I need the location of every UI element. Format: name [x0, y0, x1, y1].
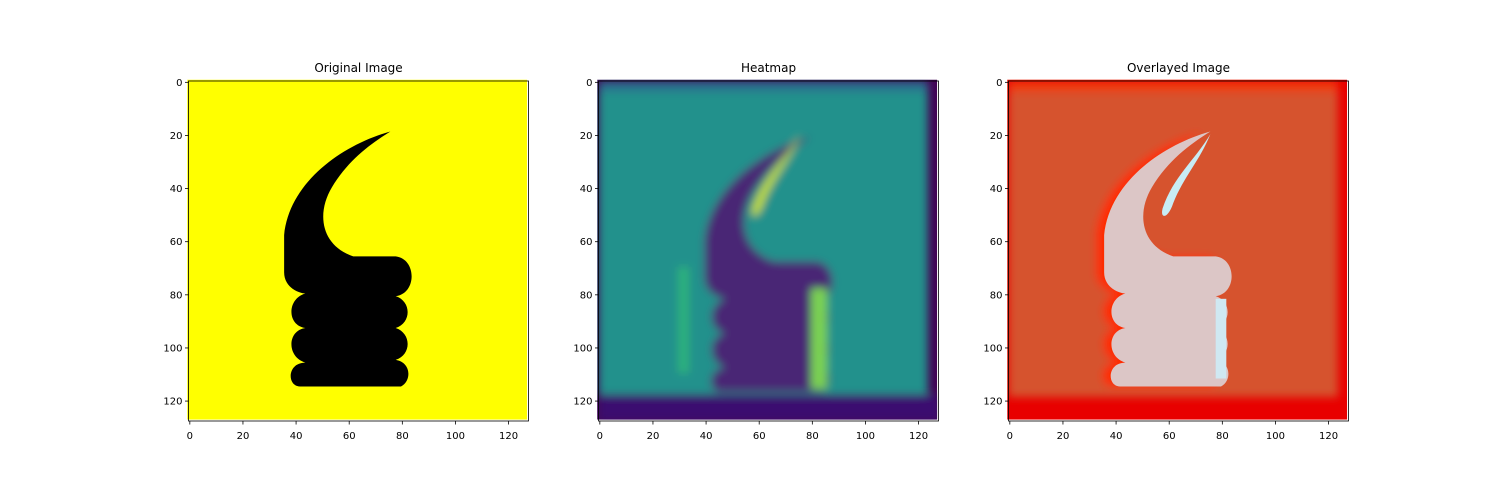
image	[1007, 79, 1348, 420]
axes-frame	[1008, 80, 1349, 422]
y-tick-label: 0	[996, 78, 1002, 89]
x-tick-label: 60	[1163, 431, 1176, 442]
axes-title: Overlayed Image	[1127, 61, 1230, 75]
y-tick-label: 100	[163, 343, 182, 354]
image-shape	[704, 136, 833, 392]
y-tick-label: 100	[573, 343, 592, 354]
image-highlight	[811, 288, 827, 390]
y-tick-label: 80	[580, 290, 593, 301]
x-tick-label: 20	[237, 431, 250, 442]
axes-title: Heatmap	[741, 61, 796, 75]
x-tick-label: 20	[1057, 431, 1070, 442]
x-tick-label: 120	[1319, 431, 1338, 442]
x-tick-label: 100	[856, 431, 875, 442]
y-tick-label: 120	[573, 397, 592, 408]
y-tick-label: 40	[170, 184, 183, 195]
x-tick-label: 80	[1216, 431, 1229, 442]
x-tick-label: 120	[909, 431, 928, 442]
image-blur	[598, 81, 938, 420]
y-tick-label: 20	[580, 131, 593, 142]
x-tick-label: 120	[499, 431, 518, 442]
x-tick-label: 100	[1266, 431, 1285, 442]
y-tick-label: 80	[170, 290, 183, 301]
y-tick-label: 60	[990, 237, 1003, 248]
y-tick-label: 40	[990, 184, 1003, 195]
image-shape	[1104, 131, 1232, 387]
y-tick-label: 20	[990, 131, 1003, 142]
x-tick-label: 0	[597, 431, 603, 442]
x-tick-label: 60	[753, 431, 766, 442]
x-tick-label: 40	[1110, 431, 1123, 442]
y-tick-label: 120	[163, 397, 182, 408]
image-highlight	[1162, 134, 1211, 216]
image	[187, 79, 528, 420]
x-tick-label: 40	[700, 431, 713, 442]
image-band	[598, 81, 928, 92]
image	[597, 79, 938, 420]
x-tick-label: 0	[1007, 431, 1013, 442]
axes-title: Original Image	[314, 61, 402, 75]
x-tick-label: 80	[396, 431, 409, 442]
x-tick-label: 60	[343, 431, 356, 442]
image-band	[1008, 81, 1338, 92]
y-tick-label: 20	[170, 131, 183, 142]
y-tick-label: 0	[586, 78, 592, 89]
x-tick-label: 40	[290, 431, 303, 442]
y-tick-label: 60	[170, 237, 183, 248]
image-highlight	[1215, 298, 1227, 379]
x-tick-label: 80	[806, 431, 819, 442]
y-tick-label: 40	[580, 184, 593, 195]
x-tick-label: 0	[187, 431, 193, 442]
x-tick-label: 100	[446, 431, 465, 442]
axes-frame	[188, 80, 529, 422]
x-tick-label: 20	[647, 431, 660, 442]
y-tick-label: 60	[580, 237, 593, 248]
y-tick-label: 100	[983, 343, 1002, 354]
image-shape	[284, 131, 412, 387]
image-highlight	[678, 266, 689, 374]
axes-frame	[598, 80, 939, 422]
y-tick-label: 120	[983, 397, 1002, 408]
y-tick-label: 80	[990, 290, 1003, 301]
image-highlight	[752, 134, 801, 216]
image-band	[598, 394, 938, 420]
y-tick-label: 0	[176, 78, 182, 89]
